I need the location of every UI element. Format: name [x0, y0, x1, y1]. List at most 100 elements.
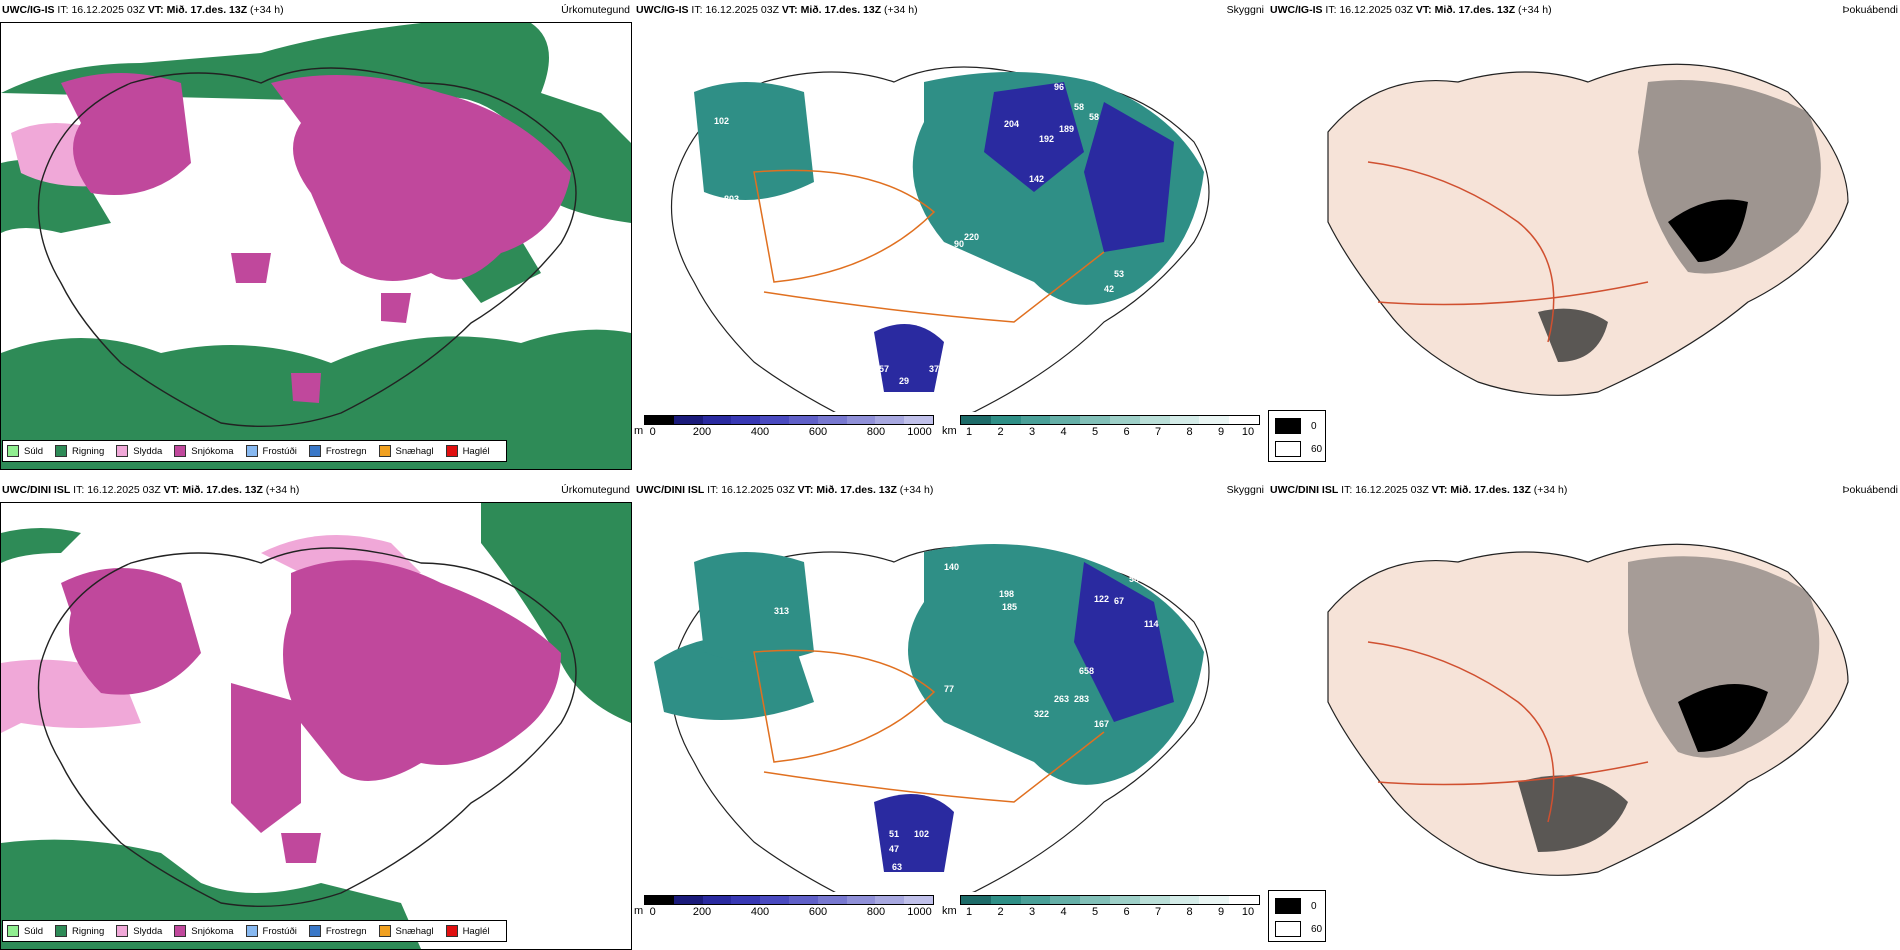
snow-area: [271, 75, 571, 281]
fog-indicator-area: [1668, 199, 1748, 262]
road-network: [1377, 761, 1649, 786]
iceland-fog-map: [1268, 22, 1900, 412]
visibility-tick: 4: [1060, 426, 1067, 438]
ceiling-label: 58: [1089, 112, 1099, 122]
visibility-tick: 3: [1028, 906, 1036, 918]
fog-legend-value: 0: [1311, 420, 1317, 432]
snow-area: [61, 568, 201, 695]
ceiling-label: 295: [854, 146, 869, 156]
ceiling-label: 67: [1114, 596, 1124, 606]
model-name: UWC/DINI ISL: [636, 484, 705, 496]
iceland-precip-map: [1, 23, 631, 469]
iceland-precip-map: [1, 503, 631, 949]
visibility-tick: 8: [1186, 906, 1193, 918]
snow-area: [281, 833, 321, 863]
fog-indicator-area: [1678, 684, 1768, 752]
visibility-tick: 7: [1154, 426, 1162, 438]
visibility-tick: 8: [1186, 426, 1193, 438]
legend-item: Slydda: [116, 445, 162, 457]
ceiling-label: 114: [1144, 619, 1159, 629]
low-ceiling-area: [874, 324, 944, 392]
fog-map: [1268, 22, 1900, 470]
panel-title: Skyggni: [1226, 484, 1264, 496]
visibility-tick: 2: [997, 906, 1004, 918]
ceiling-label: 326: [879, 124, 894, 134]
panel-header: UWC/IG-IS IT: 16.12.2025 03Z VT: Mið. 17…: [634, 0, 1266, 20]
legend-item: Súld: [7, 445, 43, 457]
ceiling-label: 122: [1094, 594, 1109, 604]
visibility-unit: km: [942, 905, 957, 917]
snow-area: [61, 73, 191, 195]
visibility-tick: 1: [965, 906, 973, 918]
ceiling-label: 204: [1004, 119, 1019, 129]
snow-area: [231, 253, 271, 283]
ceiling-unit: m: [634, 425, 644, 437]
visibility-panel-row1: UWC/DINI ISL IT: 16.12.2025 03Z VT: Mið.…: [634, 480, 1266, 950]
ceiling-label: 63: [892, 862, 902, 872]
coastline: [37, 67, 577, 428]
ceiling-tick: 200: [692, 906, 712, 918]
ceiling-unit: m: [634, 905, 644, 917]
ceiling-label: 192: [1039, 134, 1054, 144]
visibility-colorbar-bar: [960, 895, 1260, 905]
fog-panel-row1: UWC/DINI ISL IT: 16.12.2025 03Z VT: Mið.…: [1268, 480, 1900, 950]
panel-title: Þokuábendi: [1842, 4, 1898, 16]
ceiling-colorbar: m 0 200 400 600 800 1000: [634, 895, 934, 935]
iceland-visibility-map: 140 198 185 122 83 56 67 114 77 658 263 …: [634, 502, 1266, 892]
ceiling-label: 47: [889, 844, 899, 854]
fog-indicator-area: [1518, 775, 1628, 852]
legend-item: Rigning: [55, 925, 104, 937]
low-visibility-area: [694, 552, 814, 662]
fog-panel-row0: UWC/IG-IS IT: 16.12.2025 03Z VT: Mið. 17…: [1268, 0, 1900, 470]
road-network: [1367, 161, 1555, 343]
rain-area: [481, 503, 631, 723]
ceiling-tick: 800: [866, 426, 886, 438]
legend-item: Rigning: [55, 445, 104, 457]
ceiling-tick: 400: [750, 906, 770, 918]
panel-title: Þokuábendi: [1842, 484, 1898, 496]
ceiling-label: 845: [676, 119, 691, 129]
rain-area: [1, 23, 631, 223]
visibility-tick: 5: [1091, 426, 1099, 438]
ceiling-label: 140: [944, 562, 959, 572]
ceiling-label: 313: [834, 252, 849, 262]
visibility-colorbar: km 1 2 3 4 5 6 7 8 9 10: [942, 895, 1260, 935]
ceiling-label: 803: [724, 194, 739, 204]
ceiling-tick: 400: [750, 426, 770, 438]
ceiling-label: 322: [1034, 709, 1049, 719]
snow-area: [381, 293, 411, 323]
visibility-unit: km: [942, 425, 957, 437]
ceiling-label: 90: [954, 239, 964, 249]
road-network: [763, 731, 1105, 803]
panel-header: UWC/IG-IS IT: 16.12.2025 03Z VT: Mið. 17…: [0, 0, 632, 20]
legend-item: Haglél: [445, 925, 490, 937]
fog-indicator-area: [1538, 308, 1608, 362]
rain-area: [1, 528, 81, 563]
ceiling-label: 42: [1104, 284, 1114, 294]
road-network: [1367, 641, 1555, 823]
legend-item: Súld: [7, 925, 43, 937]
ceiling-label: 142: [1029, 174, 1044, 184]
ceiling-tick: 200: [692, 426, 712, 438]
precip-type-legend: Súld Rigning Slydda Snjókoma Frostúði Fr…: [2, 440, 507, 462]
precip-panel-row0: UWC/IG-IS IT: 16.12.2025 03Z VT: Mið. 17…: [0, 0, 632, 470]
ceiling-tick: 1000: [907, 426, 932, 438]
visibility-colorbar-bar: [960, 415, 1260, 425]
visibility-tick: 6: [1123, 906, 1130, 918]
fog-indicator-area: [1628, 556, 1820, 758]
legend-item: Frostregn: [308, 445, 367, 457]
panel-title: Úrkomutegund: [561, 484, 630, 496]
visibility-colorbar: km 1 2 3 4 5 6 7 8 9 10: [942, 415, 1260, 455]
legend-item: Snjókoma: [174, 445, 234, 457]
road-network: [1377, 281, 1649, 306]
ceiling-tick: 600: [808, 906, 828, 918]
ceiling-colorbar-bar: [644, 415, 934, 425]
visibility-tick: 9: [1217, 906, 1225, 918]
model-name: UWC/DINI ISL: [1270, 484, 1339, 496]
ceiling-tick: 800: [866, 906, 886, 918]
ceiling-ticks: 0 200 400 600 800 1000: [644, 905, 934, 919]
low-visibility-area: [694, 82, 814, 200]
visibility-tick: 5: [1091, 906, 1099, 918]
panel-title: Skyggni: [1226, 4, 1264, 16]
model-name: UWC/IG-IS: [2, 4, 55, 16]
